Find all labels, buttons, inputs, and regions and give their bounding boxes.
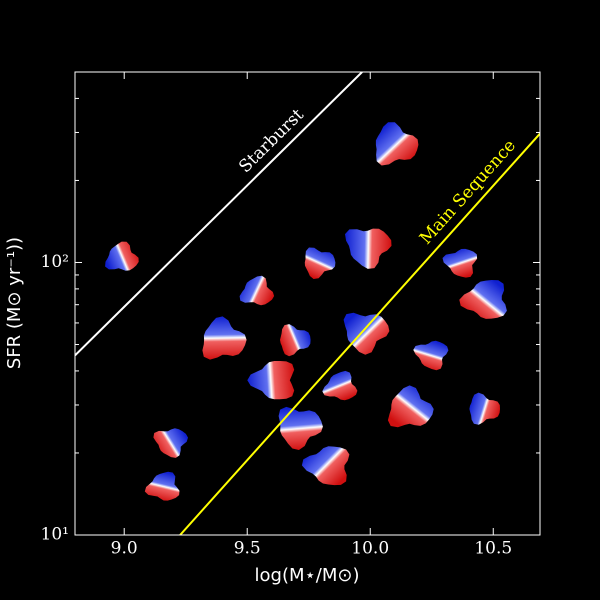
galaxy bbox=[375, 122, 419, 166]
galaxy bbox=[153, 428, 188, 458]
galaxy bbox=[247, 361, 295, 400]
galaxy bbox=[304, 247, 336, 279]
line-label: Starburst bbox=[235, 105, 308, 177]
x-tick-label: 9.5 bbox=[234, 539, 261, 559]
axes-frame bbox=[74, 71, 541, 536]
galaxy bbox=[144, 471, 180, 501]
galaxy bbox=[469, 392, 500, 425]
y-axis-label: SFR (M⊙ yr⁻¹)) bbox=[4, 237, 25, 369]
galaxy bbox=[202, 316, 247, 360]
galaxy bbox=[387, 385, 434, 428]
galaxy bbox=[239, 275, 275, 306]
galaxy bbox=[301, 446, 350, 486]
y-tick-label: 10² bbox=[41, 252, 69, 272]
galaxy bbox=[278, 406, 323, 450]
galaxy bbox=[345, 228, 392, 269]
reference-line bbox=[179, 132, 540, 535]
plot-area bbox=[75, 72, 540, 535]
galaxy bbox=[105, 241, 139, 271]
line-label: Main Sequence bbox=[416, 136, 520, 249]
x-tick-label: 9.0 bbox=[111, 539, 138, 559]
galaxy bbox=[459, 280, 507, 319]
y-tick-label: 10¹ bbox=[41, 525, 69, 545]
galaxy bbox=[280, 324, 311, 357]
galaxy bbox=[322, 370, 358, 401]
galaxy bbox=[442, 248, 478, 278]
x-axis-label: log(M⋆/M⊙) bbox=[255, 565, 360, 586]
reference-line bbox=[75, 72, 363, 357]
galaxy bbox=[343, 312, 390, 355]
galaxy bbox=[413, 340, 449, 371]
x-tick-label: 10.5 bbox=[474, 539, 512, 559]
x-tick-label: 10.0 bbox=[351, 539, 389, 559]
